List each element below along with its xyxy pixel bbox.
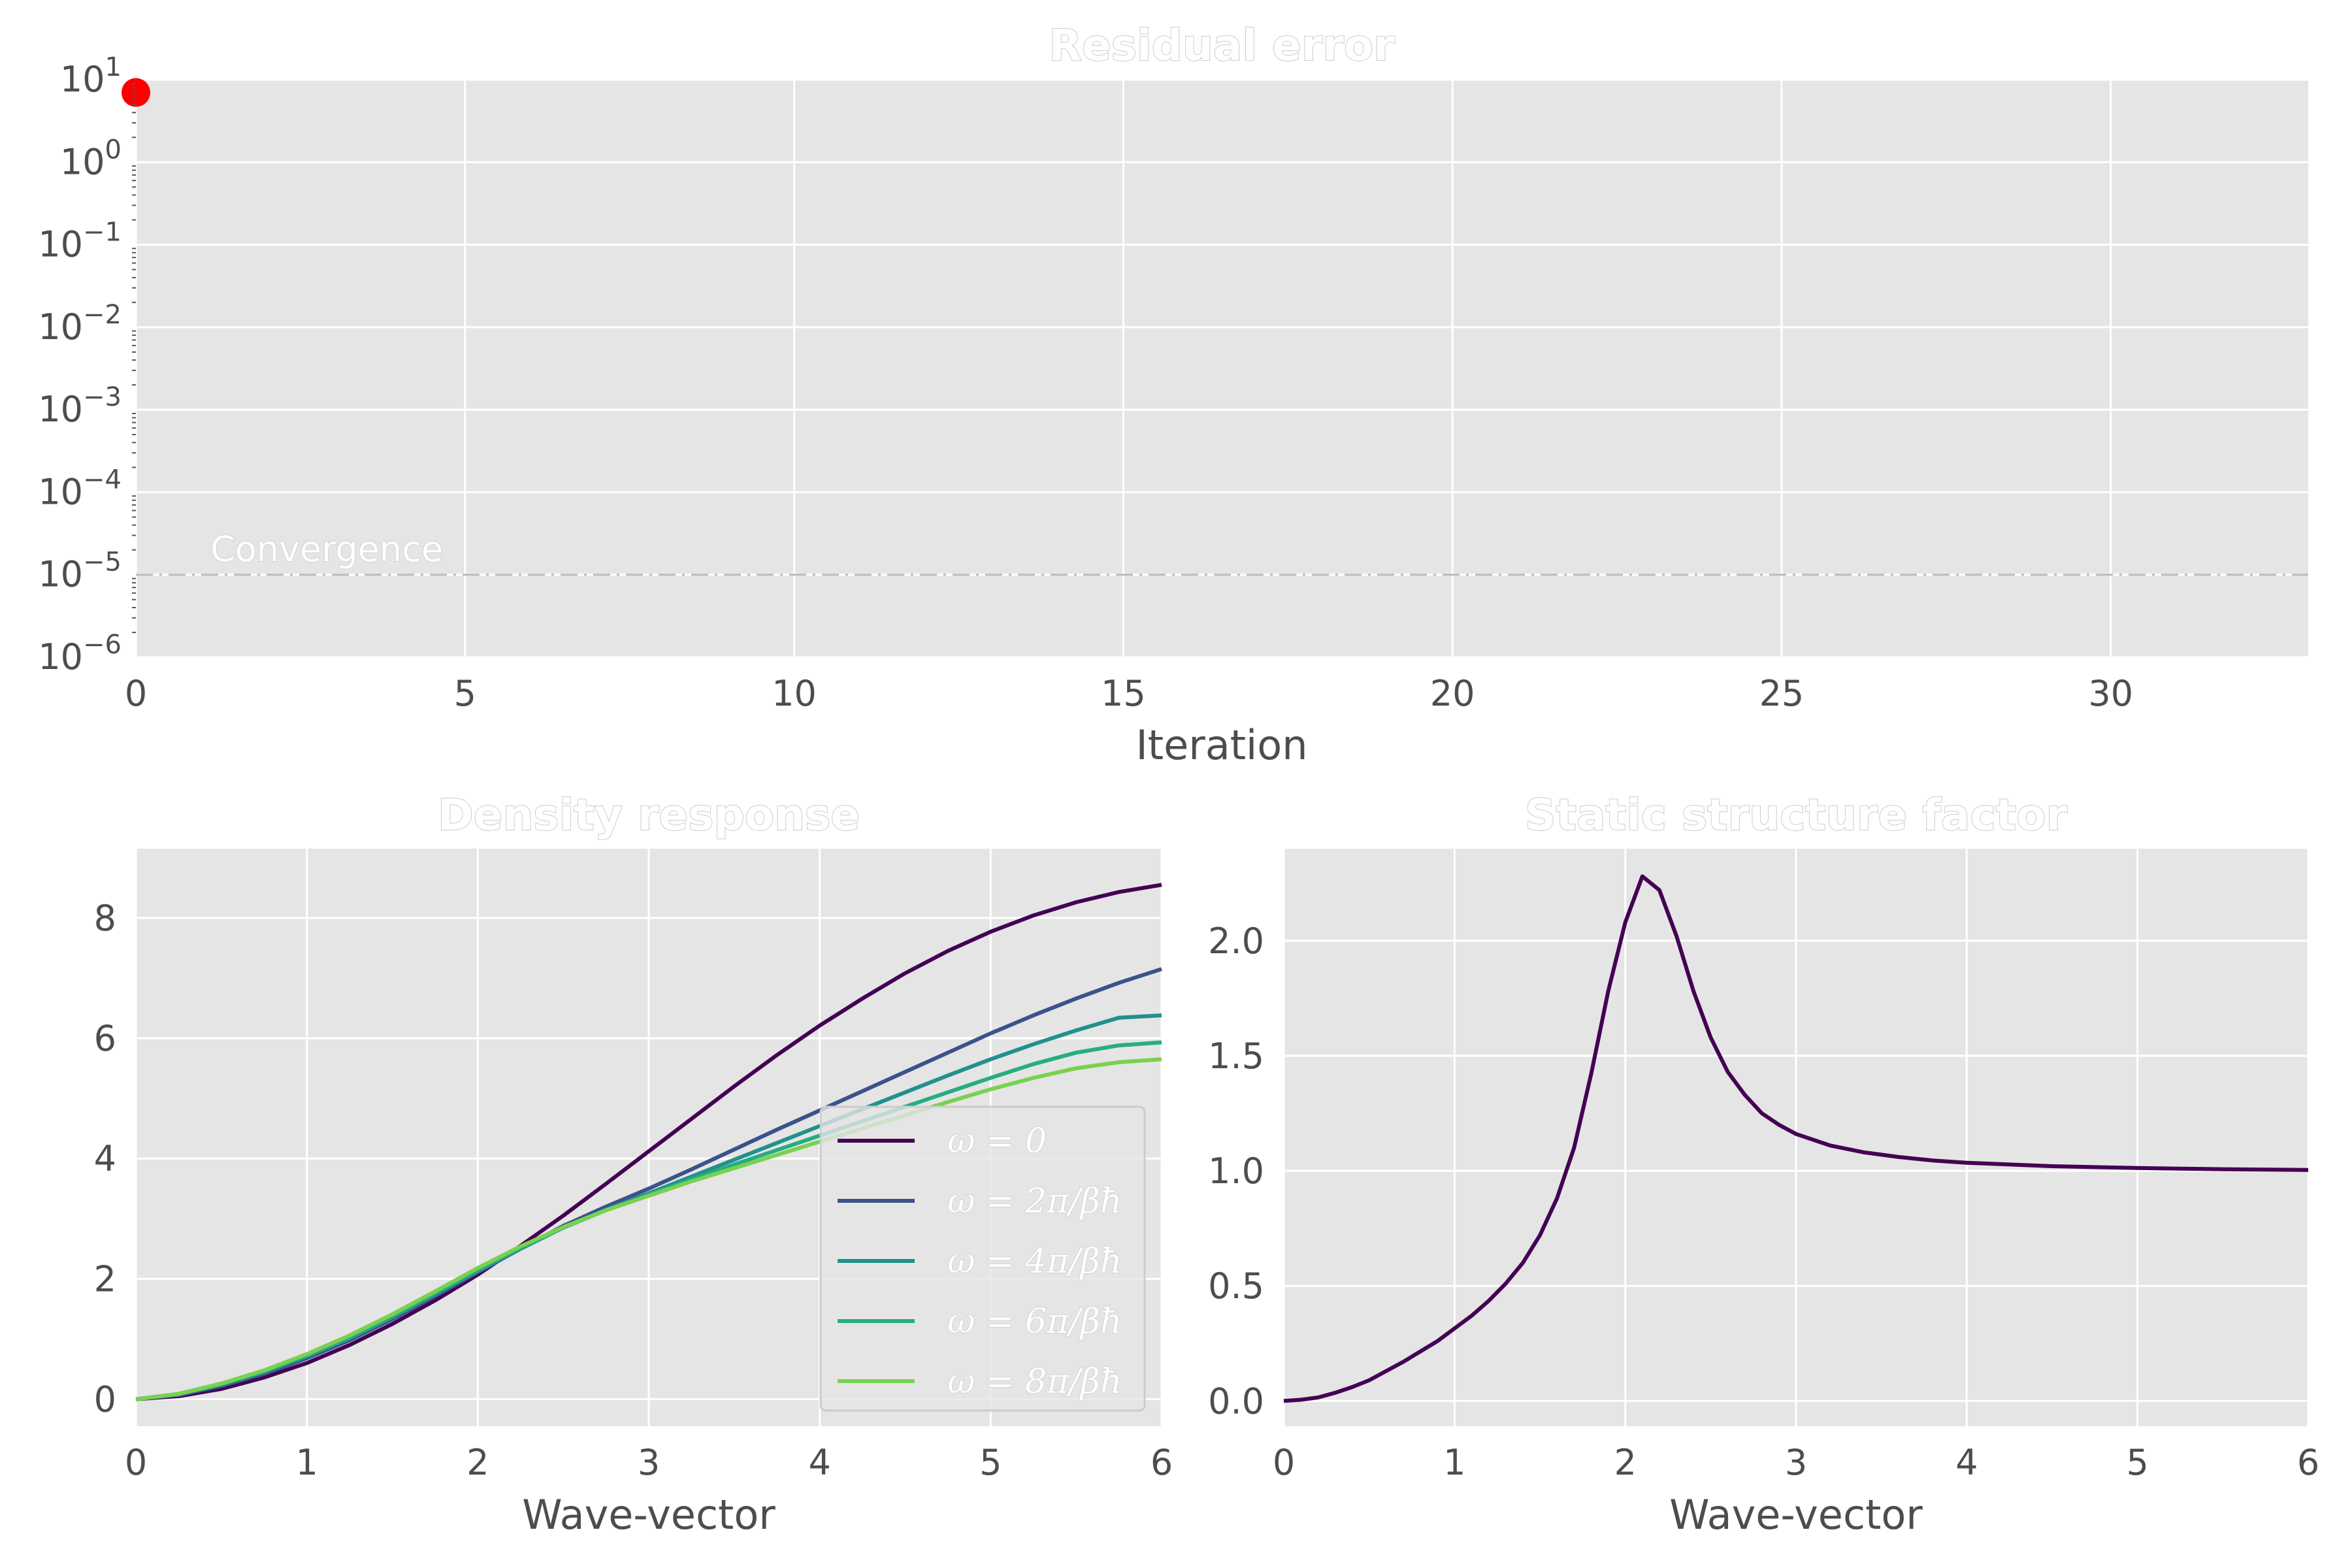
density-x-tick-label: 0 <box>125 1442 147 1483</box>
density-x-tick-label: 3 <box>638 1442 660 1483</box>
density-series-line <box>135 1057 1162 1401</box>
density-x-tick-label: 1 <box>295 1442 318 1483</box>
residual-x-tick-label: 30 <box>2088 673 2133 714</box>
residual-title: Residual error <box>1049 20 1395 71</box>
residual-x-tick-label: 15 <box>1101 673 1146 714</box>
ssf-y-tick-labels: 0.0 0.5 1.0 1.5 2.0 <box>1208 921 1264 1422</box>
density-y-tick-label: 4 <box>94 1138 116 1179</box>
density-y-tick-label: 2 <box>94 1258 116 1299</box>
legend-entry-label: ω = 2π/βħ <box>947 1182 1122 1221</box>
density-title: Density response <box>438 790 860 840</box>
ssf-series-line <box>1283 874 2309 1403</box>
density-y-tick-label: 6 <box>94 1018 116 1059</box>
residual-y-tick-label: 101 <box>60 52 122 100</box>
legend-entry-label: ω = 6π/βħ <box>947 1302 1122 1341</box>
density-x-tick-label: 5 <box>979 1442 1002 1483</box>
density-x-axis-label: Wave-vector <box>522 1491 776 1539</box>
residual-x-tick-label: 5 <box>454 673 476 714</box>
ssf-x-tick-label: 1 <box>1443 1442 1465 1483</box>
residual-x-tick-labels: 0 5 10 15 20 25 30 <box>125 673 2133 714</box>
ssf-x-tick-label: 6 <box>2297 1442 2319 1483</box>
residual-y-tick-label: 10−6 <box>38 630 122 678</box>
ssf-x-tick-label: 2 <box>1614 1442 1636 1483</box>
ssf-y-tick-label: 2.0 <box>1208 921 1264 962</box>
density-x-tick-label: 2 <box>466 1442 489 1483</box>
ssf-y-tick-label: 0.0 <box>1208 1380 1264 1422</box>
ssf-title: Static structure factor <box>1525 790 2067 840</box>
residual-y-tick-label: 100 <box>60 135 122 182</box>
legend-entry-label: ω = 8π/βħ <box>947 1362 1122 1401</box>
residual-y-tick-label: 10−1 <box>38 218 122 265</box>
density-y-tick-labels: 0 2 4 6 8 <box>94 898 116 1420</box>
residual-x-tick-label: 0 <box>125 673 147 714</box>
density-legend: ω = 0 ω = 2π/βħ ω = 4π/βħ ω = 6π/βħ ω = 8π/β… <box>819 1105 1146 1412</box>
density-series-line <box>135 883 1162 1401</box>
static-structure-factor-plot: 0 1 2 3 4 5 6 0.0 0.5 1.0 1.5 2.0 Static structure… <box>1208 789 2319 1539</box>
residual-y-tick-label: 10−5 <box>38 547 122 595</box>
ssf-grid <box>1282 849 2310 1426</box>
residual-x-tick-label: 20 <box>1430 673 1475 714</box>
density-series-lines <box>135 883 1162 1401</box>
legend-box <box>819 1105 1146 1412</box>
density-y-tick-label: 8 <box>94 898 116 939</box>
ssf-y-tick-label: 1.0 <box>1208 1151 1264 1192</box>
residual-x-tick-label: 25 <box>1759 673 1805 714</box>
ssf-x-tick-label: 4 <box>1955 1442 1978 1483</box>
ssf-x-tick-labels: 0 1 2 3 4 5 6 <box>1273 1442 2319 1483</box>
legend-entry-label: ω = 0 <box>947 1122 1047 1161</box>
residual-error-plot: 0 5 10 15 20 25 30 10110010−110−210−310−410−51… <box>38 20 2308 769</box>
ssf-x-tick-label: 5 <box>2126 1442 2148 1483</box>
residual-x-axis-label: Iteration <box>1136 721 1308 769</box>
ssf-x-tick-label: 0 <box>1273 1442 1295 1483</box>
density-grid <box>135 849 1163 1426</box>
density-x-tick-label: 4 <box>808 1442 830 1483</box>
density-x-tick-label: 6 <box>1151 1442 1173 1483</box>
residual-x-tick-label: 10 <box>772 673 817 714</box>
density-response-plot: 0 1 2 3 4 5 6 0 2 4 6 8 Density response Wave-vect… <box>94 789 1173 1539</box>
ssf-y-tick-label: 0.5 <box>1208 1266 1264 1307</box>
residual-y-tick-label: 10−3 <box>38 382 122 430</box>
density-x-tick-labels: 0 1 2 3 4 5 6 <box>125 1442 1173 1483</box>
legend-entry-label: ω = 4π/βħ <box>947 1242 1122 1281</box>
residual-y-tick-labels: 101 100 10−1 10−2 10−3 10−4 10−5 10−6 <box>38 52 136 678</box>
residual-y-tick-label: 10−2 <box>38 300 122 348</box>
convergence-label: Convergence <box>210 529 443 570</box>
residual-axes-background <box>136 80 2308 657</box>
ssf-y-tick-label: 1.5 <box>1208 1036 1264 1077</box>
ssf-series-lines <box>1283 874 2309 1403</box>
ssf-x-axis-label: Wave-vector <box>1669 1491 1923 1539</box>
residual-y-tick-label: 10−4 <box>38 465 122 512</box>
ssf-x-tick-label: 3 <box>1785 1442 1807 1483</box>
density-y-tick-label: 0 <box>94 1379 116 1420</box>
